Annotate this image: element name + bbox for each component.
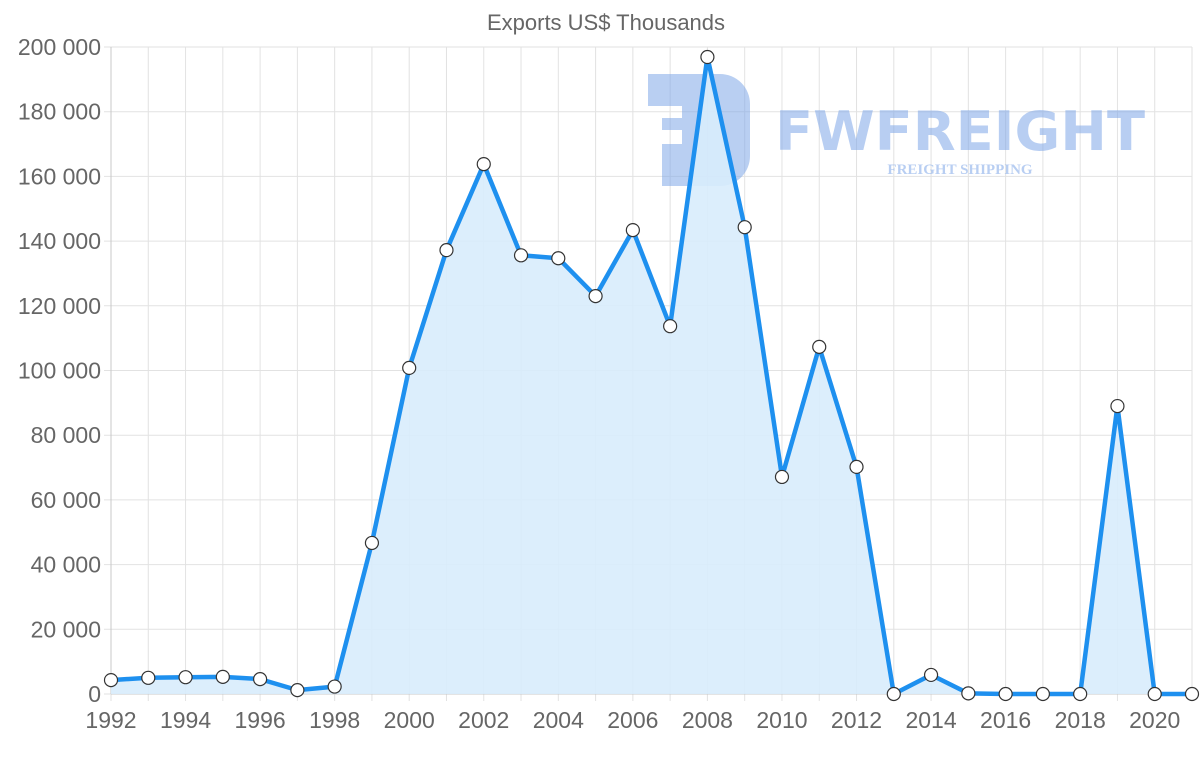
data-point-2007[interactable]	[663, 319, 678, 334]
chart-title: Exports US$ Thousands	[487, 10, 725, 35]
x-tick-label: 2016	[980, 707, 1031, 733]
x-tick-label: 1992	[85, 707, 136, 733]
data-point-1995[interactable]	[215, 669, 230, 684]
y-tick-label: 180 000	[18, 99, 101, 125]
data-point-2004[interactable]	[551, 251, 566, 266]
data-point-2021[interactable]	[1184, 686, 1200, 702]
data-point-2006[interactable]	[625, 223, 640, 238]
x-tick-label: 2012	[831, 707, 882, 733]
x-tick-label: 2006	[607, 707, 658, 733]
x-axis-ticks: 1992 1994 1996 1998 2000 2002 2004 2006 2008 2010…	[85, 707, 1180, 733]
y-tick-label: 120 000	[18, 293, 101, 319]
y-axis-ticks: 0 20 000 40 000 60 000 80 000 100 000 120 000 1…	[18, 34, 101, 707]
data-point-2008[interactable]	[700, 49, 715, 65]
x-tick-label: 1996	[235, 707, 286, 733]
data-point-2016[interactable]	[998, 686, 1013, 702]
watermark-brand: FWFREIGHT	[775, 100, 1145, 163]
data-point-1994[interactable]	[178, 670, 193, 685]
y-tick-label: 0	[88, 681, 101, 707]
data-point-1999[interactable]	[364, 535, 380, 551]
x-tick-label: 2010	[756, 707, 807, 733]
data-point-1993[interactable]	[141, 670, 156, 685]
data-point-2011[interactable]	[812, 339, 827, 354]
data-point-2003[interactable]	[513, 248, 529, 263]
data-point-2019[interactable]	[1110, 398, 1125, 414]
x-tick-label: 2014	[905, 707, 956, 733]
data-point-2002[interactable]	[476, 157, 491, 172]
y-tick-label: 200 000	[18, 34, 101, 60]
y-tick-label: 160 000	[18, 163, 101, 189]
data-point-2013[interactable]	[886, 686, 901, 702]
x-tick-label: 2002	[458, 707, 509, 733]
data-point-2014[interactable]	[923, 667, 939, 683]
y-tick-label: 60 000	[31, 487, 101, 513]
data-point-1997[interactable]	[290, 683, 305, 698]
data-point-2020[interactable]	[1147, 686, 1162, 702]
data-point-1996[interactable]	[253, 672, 268, 687]
x-tick-label: 2008	[682, 707, 733, 733]
x-tick-label: 2000	[384, 707, 435, 733]
x-tick-label: 2004	[533, 707, 584, 733]
data-point-1992[interactable]	[103, 672, 119, 688]
data-point-1998[interactable]	[327, 679, 342, 694]
data-point-2017[interactable]	[1035, 686, 1050, 702]
x-tick-label: 1998	[309, 707, 360, 733]
data-point-2018[interactable]	[1073, 686, 1088, 702]
data-point-2000[interactable]	[402, 360, 417, 376]
y-tick-label: 40 000	[31, 552, 101, 578]
y-tick-label: 80 000	[31, 422, 101, 448]
data-points	[103, 49, 1200, 702]
x-tick-label: 1994	[160, 707, 211, 733]
data-point-2015[interactable]	[961, 686, 976, 701]
data-point-2009[interactable]	[737, 220, 752, 235]
y-tick-label: 100 000	[18, 358, 101, 384]
y-tick-label: 140 000	[18, 228, 101, 254]
watermark-tagline: FREIGHT SHIPPING	[887, 162, 1032, 178]
data-point-2010[interactable]	[774, 469, 790, 485]
data-point-2012[interactable]	[849, 459, 864, 475]
area-fill	[111, 57, 1192, 694]
data-point-2001[interactable]	[439, 243, 454, 258]
data-point-2005[interactable]	[588, 288, 603, 304]
x-tick-label: 2020	[1129, 707, 1180, 733]
y-tick-label: 20 000	[31, 616, 101, 642]
x-tick-label: 2018	[1055, 707, 1106, 733]
